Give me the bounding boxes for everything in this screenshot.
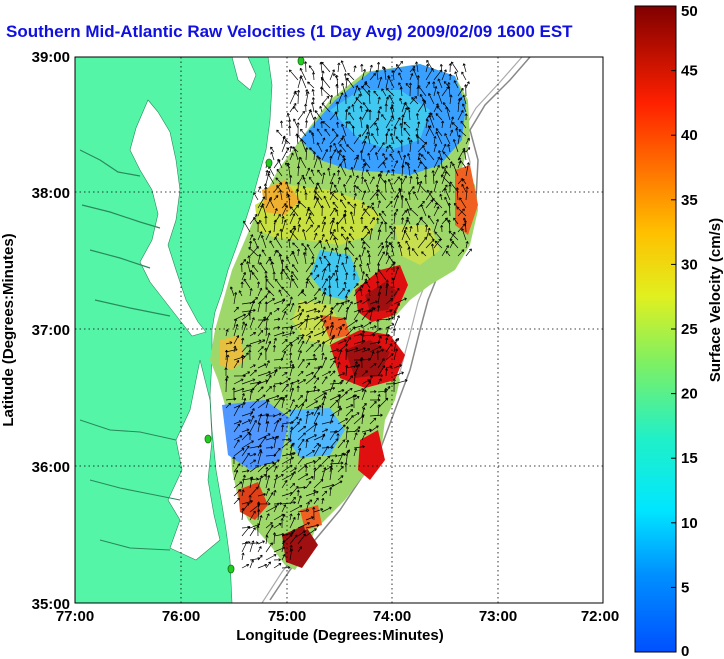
plot-frame	[74, 56, 604, 604]
x-axis: 77:00 76:00 75:00 74:00 73:00 72:00 Long…	[56, 608, 619, 644]
y-tick-label: 37:00	[32, 322, 70, 339]
x-tick-label: 72:00	[581, 608, 619, 625]
x-axis-label: Longitude (Degrees:Minutes)	[236, 627, 444, 644]
vector-arrows	[224, 59, 472, 570]
x-tick-label: 74:00	[373, 608, 411, 625]
map-title: Southern Mid-Atlantic Raw Velocities (1 …	[6, 22, 573, 41]
x-tick-label: 73:00	[479, 608, 517, 625]
colorbar-tick-label: 50	[681, 3, 698, 20]
y-tick-label: 38:00	[32, 185, 70, 202]
radar-site-markers	[204, 57, 305, 574]
x-tick-label: 76:00	[162, 608, 200, 625]
colorbar-tick-label: 35	[681, 192, 698, 209]
colorbar: 0 5 10 15 20 25 30 35 40 45 50 Surface Velocity (c…	[634, 3, 724, 659]
colorbar-tick-label: 25	[681, 321, 698, 338]
colorbar-tick-label: 45	[681, 63, 698, 80]
delaware-bay	[231, 57, 257, 91]
grid-lines	[75, 57, 603, 603]
colorbar-gradient	[634, 5, 677, 653]
colorbar-tick-label: 10	[681, 515, 698, 532]
chesapeake-bay	[129, 99, 207, 337]
pamlico-sound	[167, 359, 221, 561]
colorbar-tick-label: 30	[681, 256, 698, 273]
colorbar-tick-label: 0	[681, 643, 689, 659]
y-tick-label: 35:00	[32, 596, 70, 613]
radar-site-marker	[297, 57, 305, 66]
velocity-vectors	[224, 59, 472, 570]
colorbar-tick-label: 40	[681, 127, 698, 144]
radar-site-marker	[265, 158, 273, 168]
potomac-river	[79, 149, 171, 317]
y-tick-label: 36:00	[32, 459, 70, 476]
colorbar-tick-label: 20	[681, 386, 698, 403]
x-tick-label: 75:00	[268, 608, 306, 625]
land-mass	[75, 57, 273, 603]
y-axis: 39:00 38:00 37:00 36:00 35:00 Latitude (…	[0, 49, 70, 613]
radar-site-marker	[204, 434, 212, 444]
isobath-line	[269, 57, 531, 601]
x-tick-label: 77:00	[56, 608, 94, 625]
colorbar-label: Surface Velocity (cm/s)	[707, 218, 724, 382]
nc-rivers	[79, 419, 181, 551]
colorbar-tick-label: 15	[681, 450, 698, 467]
radar-site-marker	[227, 564, 235, 574]
y-axis-label: Latitude (Degrees:Minutes)	[0, 233, 17, 426]
colorbar-tick-label: 5	[681, 579, 689, 596]
y-tick-label: 39:00	[32, 49, 70, 66]
